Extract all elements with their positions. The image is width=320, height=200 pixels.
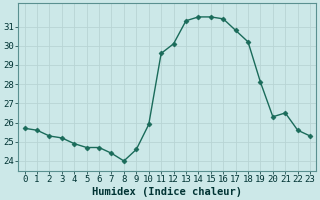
X-axis label: Humidex (Indice chaleur): Humidex (Indice chaleur) <box>92 186 242 197</box>
